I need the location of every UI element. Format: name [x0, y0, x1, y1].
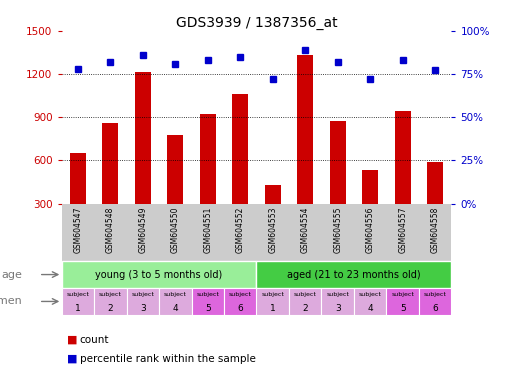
Bar: [322, 288, 354, 315]
Bar: [289, 288, 322, 315]
Text: GSM604547: GSM604547: [73, 207, 82, 253]
Text: 1: 1: [75, 305, 81, 313]
Text: 4: 4: [367, 305, 373, 313]
Text: age: age: [2, 270, 23, 280]
Text: GSM604557: GSM604557: [398, 207, 407, 253]
Bar: [167, 135, 183, 204]
Text: 6: 6: [238, 305, 243, 313]
Text: GSM604551: GSM604551: [203, 207, 212, 253]
Bar: [159, 288, 191, 315]
Text: 1: 1: [270, 305, 275, 313]
Bar: [362, 170, 378, 204]
Title: GDS3939 / 1387356_at: GDS3939 / 1387356_at: [175, 16, 338, 30]
Bar: [256, 261, 451, 288]
Bar: [256, 288, 289, 315]
Text: count: count: [80, 335, 109, 345]
Text: subject: subject: [131, 292, 154, 297]
Text: ■: ■: [67, 354, 77, 364]
Bar: [419, 288, 451, 315]
Text: 4: 4: [172, 305, 178, 313]
Bar: [427, 162, 443, 204]
Bar: [297, 55, 313, 204]
Bar: [70, 153, 86, 204]
Bar: [127, 288, 159, 315]
Text: subject: subject: [424, 292, 447, 297]
Text: GSM604553: GSM604553: [268, 207, 277, 253]
Text: GSM604558: GSM604558: [431, 207, 440, 253]
Text: 2: 2: [303, 305, 308, 313]
Text: GSM604556: GSM604556: [366, 207, 374, 253]
Text: young (3 to 5 months old): young (3 to 5 months old): [95, 270, 223, 280]
Text: subject: subject: [261, 292, 284, 297]
Text: subject: subject: [294, 292, 317, 297]
Bar: [394, 111, 411, 204]
Text: 5: 5: [205, 305, 211, 313]
Text: subject: subject: [66, 292, 89, 297]
Text: GSM604549: GSM604549: [139, 207, 147, 253]
Bar: [329, 121, 346, 204]
Bar: [62, 261, 256, 288]
Text: GSM604554: GSM604554: [301, 207, 310, 253]
Text: subject: subject: [391, 292, 414, 297]
Bar: [94, 288, 127, 315]
Bar: [265, 185, 281, 204]
Text: subject: subject: [196, 292, 219, 297]
Text: subject: subject: [99, 292, 122, 297]
Text: 2: 2: [108, 305, 113, 313]
Bar: [200, 114, 216, 204]
Bar: [386, 288, 419, 315]
Text: specimen: specimen: [0, 296, 23, 306]
Bar: [62, 288, 94, 315]
Text: GSM604550: GSM604550: [171, 207, 180, 253]
Text: subject: subject: [359, 292, 382, 297]
Text: percentile rank within the sample: percentile rank within the sample: [80, 354, 255, 364]
Text: subject: subject: [229, 292, 252, 297]
Text: subject: subject: [164, 292, 187, 297]
Bar: [191, 288, 224, 315]
Text: 3: 3: [140, 305, 146, 313]
Text: GSM604555: GSM604555: [333, 207, 342, 253]
Text: 3: 3: [335, 305, 341, 313]
Bar: [232, 94, 248, 204]
Text: GSM604548: GSM604548: [106, 207, 115, 253]
Bar: [134, 72, 151, 204]
Text: aged (21 to 23 months old): aged (21 to 23 months old): [287, 270, 421, 280]
Text: GSM604552: GSM604552: [236, 207, 245, 253]
Bar: [224, 288, 256, 315]
Text: 5: 5: [400, 305, 406, 313]
Text: ■: ■: [67, 335, 77, 345]
Bar: [102, 123, 119, 204]
Text: subject: subject: [326, 292, 349, 297]
Bar: [354, 288, 386, 315]
Text: 6: 6: [432, 305, 438, 313]
